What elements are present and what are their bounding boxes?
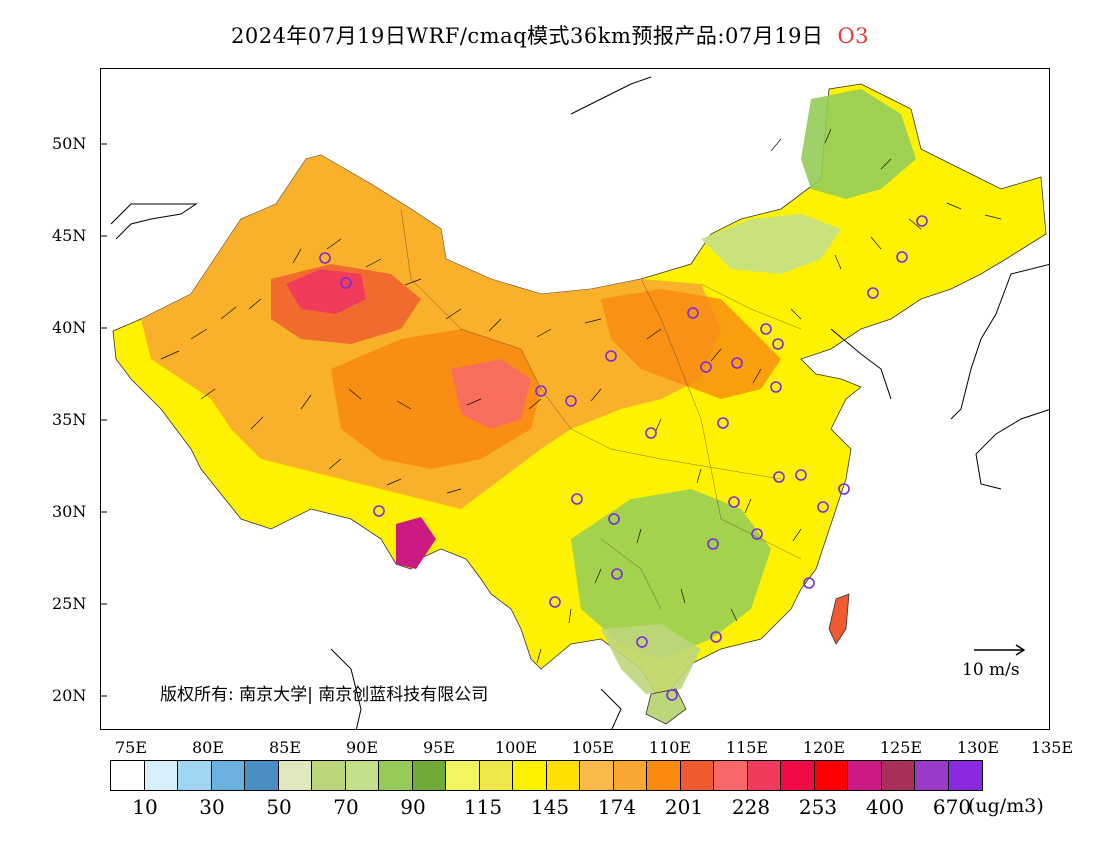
lon-label-135e: 135E [1030, 738, 1074, 757]
colorbar-cell-5 [278, 761, 312, 790]
colorbar-cell-9 [412, 761, 446, 790]
lon-label-80e: 80E [191, 738, 225, 757]
wind-vectors [160, 128, 1002, 664]
title-species: O3 [837, 24, 870, 48]
colorbar-label-115: 115 [463, 795, 503, 819]
colorbar-cell-22 [848, 761, 882, 790]
colorbar-label-400: 400 [865, 795, 905, 819]
colorbar-cell-18 [714, 761, 748, 790]
wind-reference-label: 10 m/s [962, 660, 1020, 680]
lon-label-125e: 125E [879, 738, 923, 757]
lon-label-110e: 110E [648, 738, 692, 757]
lon-label-90e: 90E [345, 738, 379, 757]
colorbar-label-30: 30 [199, 795, 225, 819]
colorbar-cell-6 [312, 761, 346, 790]
lat-label-50n: 50N [52, 134, 87, 153]
colorbar-cell-15 [613, 761, 647, 790]
colorbar [110, 760, 983, 791]
colorbar-cell-8 [379, 761, 413, 790]
lon-label-105e: 105E [571, 738, 615, 757]
province-boundaries [400, 208, 802, 610]
colorbar-label-50: 50 [266, 795, 292, 819]
city-markers [319, 215, 928, 701]
zone-hainan [645, 688, 687, 725]
lon-label-130e: 130E [956, 738, 1000, 757]
colorbar-cell-17 [680, 761, 714, 790]
lat-label-30n: 30N [52, 502, 87, 521]
colorbar-cell-20 [781, 761, 815, 790]
zone-guangxi-lightgreen [601, 624, 701, 694]
lon-label-115e: 115E [725, 738, 769, 757]
colorbar-cell-4 [245, 761, 279, 790]
zone-north-china-orange [601, 289, 781, 399]
title-main: 2024年07月19日WRF/cmaq模式36km预报产品:07月19日 [230, 24, 824, 48]
zone-northeast-green [801, 89, 916, 199]
colorbar-label-10: 10 [132, 795, 158, 819]
lat-label-45n: 45N [52, 226, 87, 245]
colorbar-cell-10 [446, 761, 480, 790]
lon-label-120e: 120E [802, 738, 846, 757]
colorbar-cell-23 [881, 761, 915, 790]
lon-label-85e: 85E [268, 738, 302, 757]
zone-northwest-orange [141, 155, 721, 509]
colorbar-cell-2 [178, 761, 212, 790]
map-frame [100, 68, 1050, 730]
zone-mongolia-border-green [701, 214, 841, 274]
colorbar-cell-0 [111, 761, 145, 790]
zone-qinghai-pink [451, 359, 531, 429]
colorbar-cell-19 [747, 761, 781, 790]
colorbar-cell-13 [546, 761, 580, 790]
colorbar-cell-16 [647, 761, 681, 790]
colorbar-cell-3 [211, 761, 245, 790]
copyright-text: 版权所有: 南京大学| 南京创蓝科技有限公司 [160, 685, 489, 705]
zone-yunnan-magenta [396, 517, 436, 569]
colorbar-label-670: 670 [932, 795, 972, 819]
lon-label-100e: 100E [494, 738, 538, 757]
colorbar-label-201: 201 [664, 795, 704, 819]
colorbar-label-174: 174 [597, 795, 637, 819]
colorbar-cell-7 [345, 761, 379, 790]
wind-reference-arrow [974, 644, 1026, 656]
chart-title: 2024年07月19日WRF/cmaq模式36km预报产品:07月19日 O3 [0, 20, 1100, 50]
zone-south-green [571, 489, 771, 659]
lat-label-35n: 35N [52, 410, 87, 429]
colorbar-label-70: 70 [333, 795, 359, 819]
colorbar-cell-14 [580, 761, 614, 790]
ozone-map [101, 76, 1049, 729]
zone-taiwan [828, 593, 850, 645]
lat-label-20n: 20N [52, 686, 87, 705]
lon-label-95e: 95E [422, 738, 456, 757]
coastlines [110, 76, 1049, 729]
lat-label-25n: 25N [52, 594, 87, 613]
lat-ticks [101, 143, 107, 697]
zone-turpan-pink [286, 269, 366, 314]
colorbar-label-90: 90 [400, 795, 426, 819]
colorbar-unit: (ug/m3) [968, 795, 1044, 817]
colorbar-cell-21 [814, 761, 848, 790]
colorbar-cell-1 [144, 761, 178, 790]
lat-label-40n: 40N [52, 318, 87, 337]
colorbar-cell-24 [915, 761, 949, 790]
lon-label-75e: 75E [114, 738, 148, 757]
colorbar-cell-11 [479, 761, 513, 790]
colorbar-label-253: 253 [798, 795, 838, 819]
colorbar-cell-25 [948, 761, 982, 790]
colorbar-cell-12 [513, 761, 547, 790]
colorbar-label-145: 145 [530, 795, 570, 819]
colorbar-label-228: 228 [731, 795, 771, 819]
